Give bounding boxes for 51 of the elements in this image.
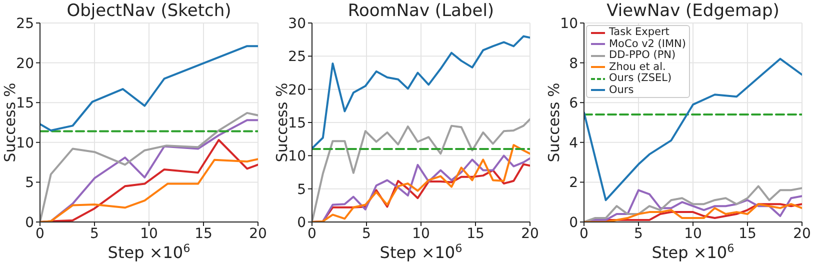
y-tick-label: 20 [288, 82, 306, 98]
y-axis-title: Success % [1, 82, 19, 162]
x-tick-label: 5 [362, 226, 371, 242]
x-tick-label: 20 [521, 226, 539, 242]
y-tick-label: 8 [569, 56, 578, 72]
legend-label: Ours (ZSEL) [609, 72, 672, 84]
y-tick-label: 25 [16, 16, 34, 32]
x-tick-label: 20 [249, 226, 267, 242]
x-axis-title: Step ×10$^{6}$ [380, 242, 462, 262]
y-tick-label: 6 [569, 96, 578, 112]
legend-label: Zhou et al. [609, 60, 666, 73]
y-tick-label: 20 [16, 56, 34, 72]
y-tick-label: 0 [25, 214, 34, 231]
x-tick-label: 5 [634, 226, 643, 242]
x-tick-label: 10 [412, 226, 430, 242]
x-tick-label: 0 [308, 226, 316, 242]
x-tick-label: 15 [466, 226, 484, 242]
y-tick-label: 0 [569, 214, 578, 231]
chart-title: ObjectNav (Sketch) [66, 1, 232, 21]
y-tick-label: 15 [16, 96, 34, 112]
y-tick-label: 5 [297, 182, 306, 198]
line-series [584, 58, 802, 202]
line-series [40, 45, 258, 132]
x-tick-label: 5 [90, 226, 99, 242]
line-series [312, 35, 530, 150]
x-tick-label: 0 [36, 226, 44, 242]
y-tick-label: 0 [297, 214, 306, 231]
chart-title: ViewNav (Edgemap) [606, 1, 780, 21]
x-tick-label: 15 [738, 226, 756, 242]
legend-label: Task Expert [609, 26, 670, 38]
legend-label: Ours [609, 84, 634, 96]
x-axis-title: Step ×10$^{6}$ [652, 242, 734, 262]
y-tick-label: 2 [569, 175, 578, 192]
y-tick-label: 30 [288, 16, 306, 32]
x-axis-title: Step ×10$^{6}$ [108, 242, 190, 262]
x-tick-label: 10 [684, 226, 702, 242]
y-tick-label: 5 [25, 175, 34, 192]
y-axis-title: Success % [545, 82, 563, 162]
x-tick-label: 10 [140, 226, 158, 242]
legend-label: MoCo v2 (IMN) [609, 38, 686, 50]
chart-title: RoomNav (Label) [348, 1, 494, 21]
y-tick-label: 10 [560, 16, 578, 32]
x-tick-label: 20 [793, 226, 811, 242]
x-tick-label: 15 [194, 226, 212, 242]
y-tick-label: 10 [16, 135, 34, 152]
y-tick-label: 25 [288, 49, 306, 66]
y-tick-label: 15 [288, 115, 306, 132]
y-tick-label: 4 [569, 135, 578, 152]
x-tick-label: 0 [580, 226, 588, 242]
y-tick-label: 10 [288, 148, 306, 165]
legend-label: DD-PPO (PN) [609, 49, 676, 62]
